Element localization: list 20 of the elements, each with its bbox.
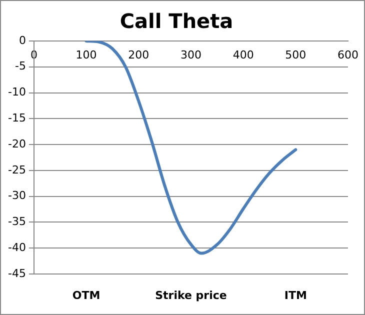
x-tick-label: 100: [76, 48, 97, 62]
y-tick-label: -15: [8, 112, 26, 125]
x-tick-label: 500: [285, 48, 306, 62]
x-tick-label: 300: [180, 48, 202, 62]
text: OTM: [72, 288, 100, 302]
y-tick-label: -10: [8, 86, 26, 99]
chart-title: Call Theta: [120, 9, 234, 34]
y-tick-label: 0: [18, 34, 26, 47]
y-tick-label: -25: [8, 163, 26, 176]
text: ITM: [284, 288, 307, 302]
y-tick-label: -5: [15, 60, 26, 73]
y-tick-label: -45: [8, 266, 26, 280]
x-tick-label: 200: [128, 48, 150, 62]
y-tick-label: -20: [8, 137, 26, 150]
x-tick-label: 400: [232, 48, 254, 62]
text: Strike price: [155, 288, 227, 302]
y-tick-label: -40: [8, 240, 26, 254]
y-tick-label: -35: [8, 215, 26, 228]
x-tick-label: 600: [338, 48, 358, 62]
y-tick-label: -30: [8, 189, 26, 202]
